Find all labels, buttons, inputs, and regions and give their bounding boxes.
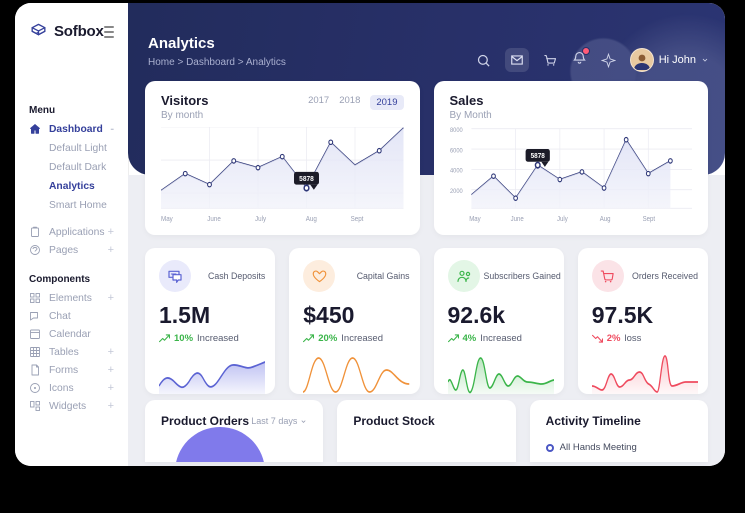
svg-text:May: May <box>469 216 481 224</box>
svg-text:2000: 2000 <box>450 188 463 196</box>
svg-text:June: June <box>510 216 523 224</box>
svg-text:June: June <box>207 216 221 223</box>
svg-text:July: July <box>556 216 567 224</box>
svg-text:8000: 8000 <box>450 127 463 134</box>
svg-text:5878: 5878 <box>530 153 544 161</box>
svg-text:July: July <box>255 216 267 223</box>
svg-text:Aug: Aug <box>599 216 610 224</box>
svg-text:5878: 5878 <box>299 174 314 183</box>
svg-text:Sept: Sept <box>642 216 655 224</box>
svg-text:6000: 6000 <box>450 147 463 155</box>
svg-text:4000: 4000 <box>450 167 463 175</box>
svg-text:May: May <box>161 216 173 223</box>
svg-text:Sept: Sept <box>351 216 364 223</box>
svg-text:Aug: Aug <box>306 216 317 223</box>
